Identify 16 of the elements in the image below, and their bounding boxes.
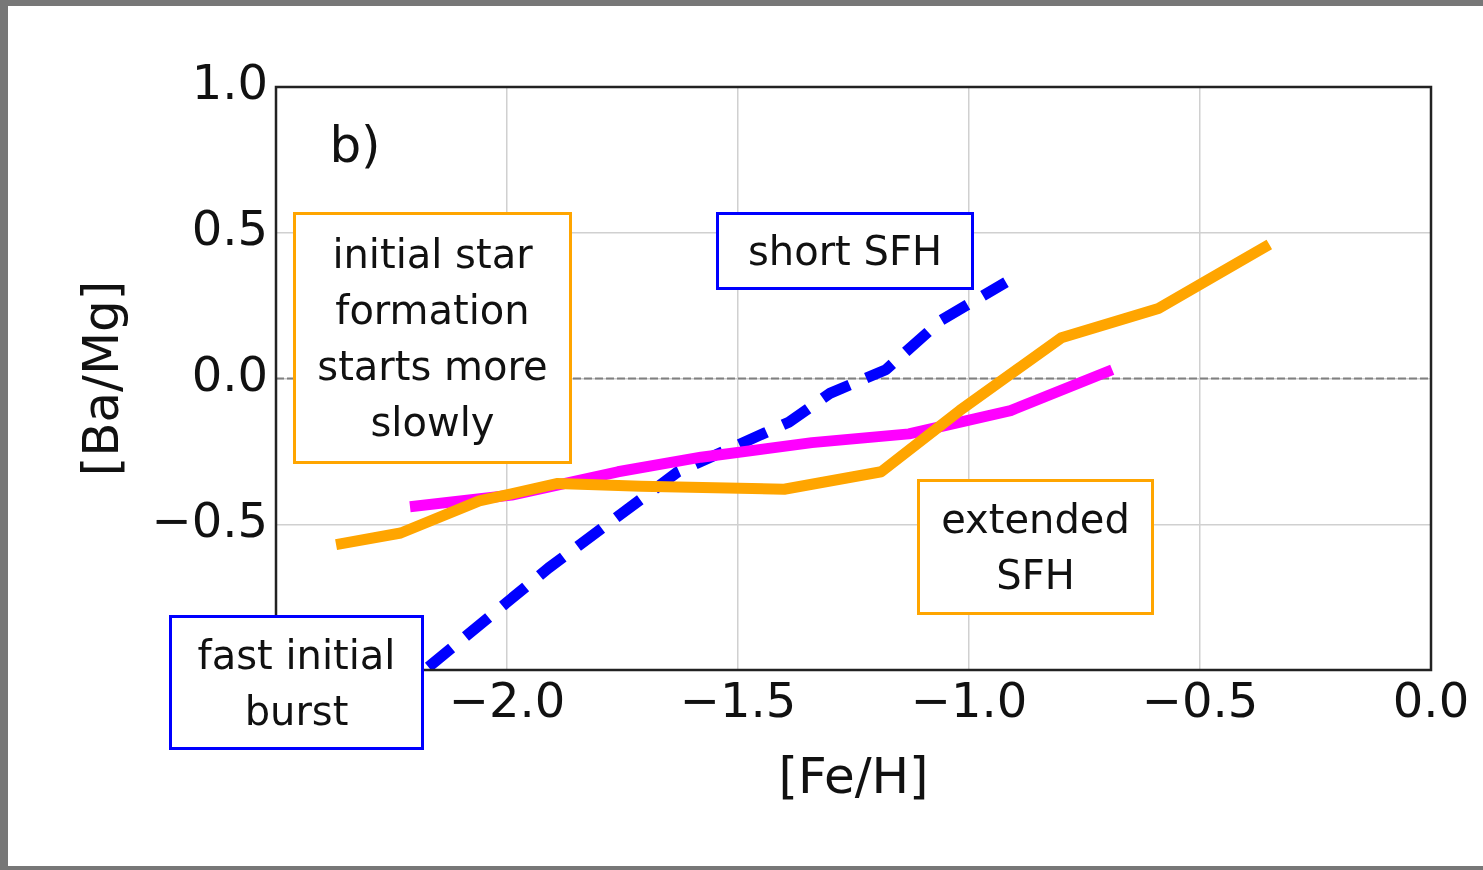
annotation: short SFH [716,212,974,290]
annotation: extended SFH [917,479,1154,615]
annotation: fast initial burst [169,615,424,750]
x-tick-label: −1.0 [910,672,1028,729]
y-tick-label: −0.5 [151,491,268,548]
annotation: b) [328,115,382,176]
x-axis-title: [Fe/H] [778,746,929,805]
y-tick-label: 0.0 [191,345,268,402]
x-tick-label: −2.0 [448,672,566,729]
y-axis-title: [Ba/Mg] [71,280,130,477]
y-tick-label: 0.5 [191,200,268,257]
x-tick-label: 0.0 [1392,672,1470,729]
x-tick-label: −1.5 [679,672,797,729]
x-tick-label: −0.5 [1141,672,1259,729]
annotation: initial star formation starts more slowly [293,212,572,464]
y-tick-label: 1.0 [191,54,268,111]
